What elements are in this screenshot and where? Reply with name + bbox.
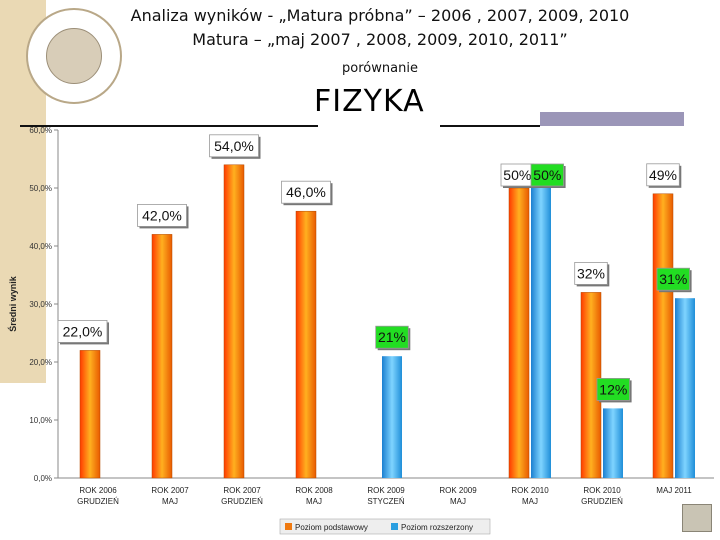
bar-podstawowy	[79, 350, 101, 479]
data-label: 50%	[533, 167, 561, 183]
data-label: 54,0%	[214, 138, 254, 154]
legend-box	[279, 518, 491, 535]
y-tick-label: 0,0%	[34, 474, 52, 483]
y-tick-label: 60,0%	[29, 126, 52, 135]
slide-nav-button[interactable]	[682, 504, 712, 532]
y-tick-label: 40,0%	[29, 242, 52, 251]
data-label-box	[530, 163, 564, 187]
data-label: 50%	[503, 167, 531, 183]
x-tick-label: ROK 2010	[511, 486, 549, 495]
y-axis-title: Średni wynik	[7, 275, 18, 332]
y-tick-label: 50,0%	[29, 184, 52, 193]
seal-portrait	[46, 28, 102, 84]
x-tick-label: ROK 2009	[439, 486, 477, 495]
y-tick-label: 20,0%	[29, 358, 52, 367]
bar-podstawowy	[652, 193, 674, 479]
bar-rozszerzony	[382, 356, 402, 478]
data-label: 32%	[577, 265, 605, 281]
data-label: 22,0%	[63, 323, 103, 339]
data-label-box	[281, 180, 331, 204]
bar-rozszerzony	[603, 408, 623, 478]
data-label-box	[646, 163, 680, 187]
x-tick-label: MAJ	[306, 497, 322, 506]
data-label: 12%	[599, 381, 627, 397]
title-line-1: Analiza wyników - „Matura próbna” – 2006…	[130, 6, 630, 25]
divider-middle	[440, 125, 540, 127]
data-label: 46,0%	[286, 184, 326, 200]
subject-title: FIZYKA	[314, 84, 425, 119]
data-label-box	[137, 203, 187, 227]
x-tick-label: MAJ	[450, 497, 466, 506]
data-label: 31%	[659, 271, 687, 287]
x-tick-label: ROK 2010	[583, 486, 621, 495]
y-tick-label: 30,0%	[29, 300, 52, 309]
bar-rozszerzony	[531, 188, 551, 478]
school-seal-logo	[26, 8, 122, 104]
x-tick-label: MAJ 2011	[656, 486, 692, 495]
divider-accent	[540, 112, 684, 126]
x-tick-label: ROK 2007	[223, 486, 261, 495]
data-label-box	[574, 261, 608, 285]
legend-swatch	[391, 523, 398, 530]
y-tick-label: 10,0%	[29, 416, 52, 425]
x-tick-label: MAJ	[522, 497, 538, 506]
data-label-box	[656, 267, 690, 291]
data-label-box	[375, 325, 409, 349]
legend-swatch	[285, 523, 292, 530]
legend-label: Poziom podstawowy	[295, 523, 368, 532]
subtitle: porównanie	[342, 61, 418, 76]
legend-label: Poziom rozszerzony	[401, 523, 473, 532]
bar-rozszerzony	[675, 298, 695, 478]
x-tick-label: ROK 2009	[367, 486, 405, 495]
title-line-2: Matura – „maj 2007 , 2008, 2009, 2010, 2…	[192, 30, 568, 49]
bar-podstawowy	[151, 234, 173, 479]
x-tick-label: GRUDZIEŃ	[221, 497, 263, 506]
bar-podstawowy	[508, 187, 530, 479]
data-label: 49%	[649, 167, 677, 183]
x-tick-label: GRUDZIEŃ	[581, 497, 623, 506]
data-label-box	[209, 134, 259, 158]
x-tick-label: ROK 2007	[151, 486, 189, 495]
data-label-box	[57, 319, 108, 343]
divider-left	[20, 125, 318, 127]
data-label: 42,0%	[142, 207, 182, 223]
x-tick-label: ROK 2008	[295, 486, 333, 495]
x-tick-label: MAJ	[162, 497, 178, 506]
data-label-box	[596, 377, 630, 401]
bar-podstawowy	[223, 164, 245, 479]
x-tick-label: STYCZEŃ	[367, 497, 405, 506]
bar-podstawowy	[295, 210, 317, 479]
x-tick-label: GRUDZIEŃ	[77, 497, 119, 506]
x-tick-label: ROK 2006	[79, 486, 117, 495]
data-label: 21%	[378, 329, 406, 345]
